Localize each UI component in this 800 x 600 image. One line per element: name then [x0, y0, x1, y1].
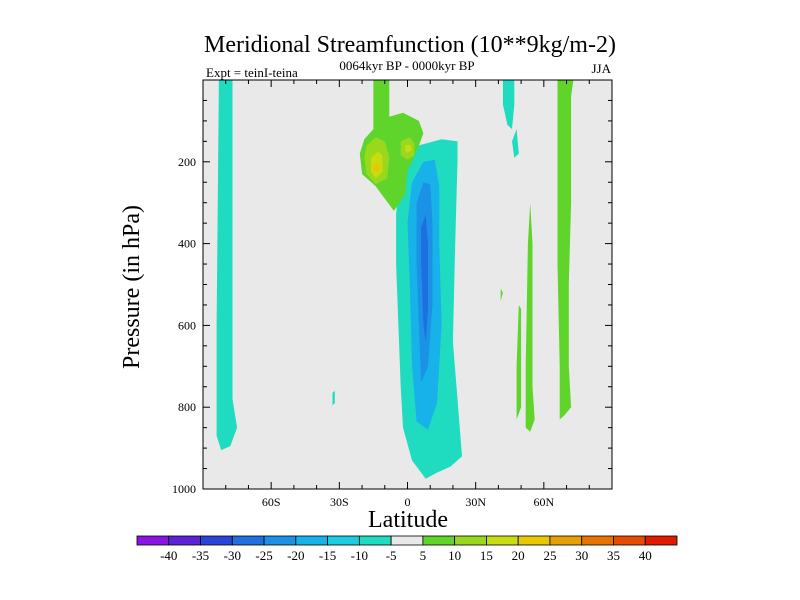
contour-region-nh-tropopause-cell-2	[512, 129, 519, 158]
colorbar-label: 30	[575, 548, 588, 563]
colorbar-label: -25	[255, 548, 272, 563]
y-tick-label: 600	[178, 318, 196, 332]
colorbar-label: -30	[224, 548, 241, 563]
experiment-label: Expt = teinI-teina	[206, 65, 298, 80]
colorbar-label: 10	[448, 548, 461, 563]
colorbar-swatch	[263, 535, 297, 546]
contour-region-nh-high-lat-positive	[557, 80, 574, 420]
contour-region-small-blob	[332, 390, 335, 406]
colorbar-label: -10	[351, 548, 368, 563]
colorbar-swatch	[231, 535, 265, 546]
colorbar-label: 15	[480, 548, 493, 563]
colorbar-swatch	[327, 535, 360, 546]
x-axis-label: Latitude	[368, 507, 448, 533]
colorbar-label: 40	[639, 548, 652, 563]
colorbar-label: -5	[386, 548, 397, 563]
colorbar-swatch	[549, 535, 583, 546]
y-tick-label: 400	[178, 237, 196, 251]
contour-region-nh-positive-narrow-c	[500, 288, 503, 301]
y-tick-label: 200	[178, 155, 196, 169]
colorbar-swatch	[295, 535, 328, 546]
period-label: 0064kyr BP - 0000kyr BP	[339, 58, 474, 73]
colorbar-swatch	[136, 535, 170, 546]
contour-region-sh-high-lat-cell	[216, 80, 238, 451]
colorbar-label: 25	[543, 548, 556, 563]
x-axis-ticks: 60S 30S 0 30N 60N	[202, 80, 613, 509]
colorbar-swatch	[517, 535, 551, 546]
colorbar-swatch	[454, 535, 487, 546]
colorbar-label: 5	[420, 548, 427, 563]
colorbar-swatch	[613, 535, 646, 546]
x-tick-label: 30S	[330, 495, 349, 509]
y-tick-label: 800	[178, 400, 196, 414]
colorbar-swatch	[390, 535, 424, 546]
contour-region-eq-negative-core	[421, 215, 428, 342]
chart-title: Meridional Streamfunction (10**9kg/m-2)	[204, 32, 616, 58]
x-tick-label: 60S	[262, 495, 281, 509]
contour-region-nh-tropopause-cell	[502, 80, 515, 130]
colorbar-label: -20	[287, 548, 304, 563]
contour-region-nh-positive-narrow-b	[516, 305, 522, 420]
y-axis-ticks: 200 400 600 800 1000	[172, 79, 612, 496]
colorbar-swatch	[581, 535, 614, 546]
contour-region-positive-upper-peak	[373, 161, 381, 172]
colorbar-swatch	[644, 535, 678, 546]
y-axis-label: Pressure (in hPa)	[119, 205, 145, 369]
contour-region-nh-positive-narrow-a	[525, 202, 535, 432]
colorbar-label: 20	[512, 548, 525, 563]
season-label: JJA	[591, 61, 611, 76]
x-tick-label: 0	[405, 495, 411, 509]
colorbar-swatch	[200, 535, 233, 546]
contour-region-positive-upper-core-2	[405, 144, 412, 153]
x-tick-label: 30N	[465, 495, 486, 509]
colorbar-label: -15	[319, 548, 336, 563]
colorbar-label: -35	[192, 548, 209, 563]
colorbar: -40 -35 -30 -25 -20 -15 -10 -5 5 10 15 20 25 30 35 40	[136, 535, 678, 563]
colorbar-swatch	[168, 535, 201, 546]
colorbar-label: -40	[160, 548, 177, 563]
y-tick-label: 1000	[172, 482, 196, 496]
colorbar-label: 35	[607, 548, 620, 563]
colorbar-swatch	[486, 535, 519, 546]
x-tick-label: 60N	[533, 495, 554, 509]
colorbar-swatch	[358, 535, 392, 546]
plot-area	[202, 79, 613, 490]
colorbar-swatch	[422, 535, 456, 546]
